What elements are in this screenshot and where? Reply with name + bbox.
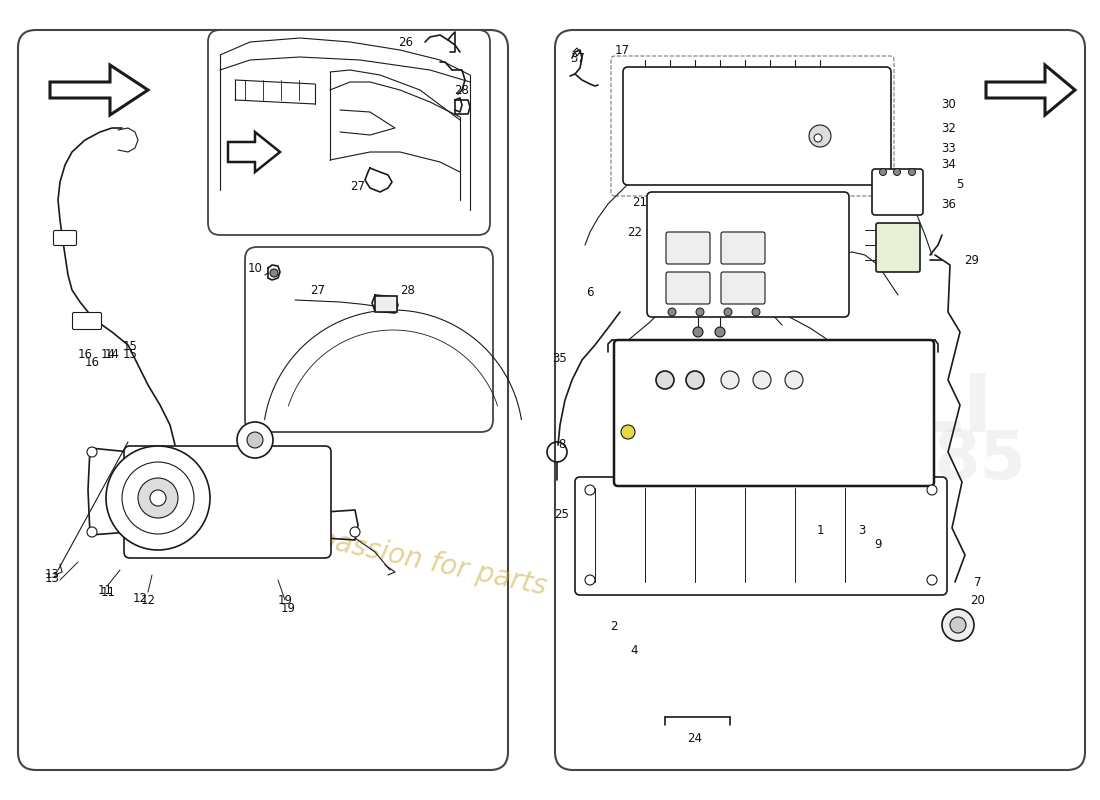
Text: 35: 35	[552, 351, 568, 365]
Text: 2: 2	[610, 621, 618, 634]
Circle shape	[893, 169, 901, 175]
FancyBboxPatch shape	[245, 247, 493, 432]
FancyBboxPatch shape	[208, 30, 490, 235]
Text: 19: 19	[277, 594, 293, 606]
Circle shape	[715, 327, 725, 337]
Circle shape	[668, 308, 676, 316]
Circle shape	[808, 125, 830, 147]
Text: 25: 25	[554, 509, 570, 522]
Text: 12: 12	[132, 591, 147, 605]
FancyBboxPatch shape	[647, 192, 849, 317]
Text: 30: 30	[942, 98, 956, 110]
Text: 8: 8	[559, 438, 565, 451]
FancyBboxPatch shape	[623, 67, 891, 185]
Text: 15: 15	[122, 349, 138, 362]
Circle shape	[696, 308, 704, 316]
Text: 32: 32	[942, 122, 956, 134]
Text: 7: 7	[975, 575, 981, 589]
Text: 28: 28	[400, 283, 416, 297]
Text: 9: 9	[874, 538, 882, 551]
Circle shape	[236, 422, 273, 458]
Text: 10: 10	[248, 262, 263, 274]
Text: 4: 4	[630, 643, 638, 657]
Text: 28: 28	[454, 83, 470, 97]
FancyBboxPatch shape	[666, 232, 710, 264]
Text: 27: 27	[351, 179, 365, 193]
Circle shape	[656, 371, 674, 389]
Text: 34: 34	[942, 158, 956, 171]
Polygon shape	[228, 132, 280, 172]
FancyBboxPatch shape	[73, 313, 101, 330]
FancyBboxPatch shape	[720, 272, 764, 304]
Text: 20: 20	[970, 594, 986, 606]
Text: 1: 1	[816, 523, 824, 537]
Text: 33: 33	[942, 142, 956, 154]
FancyBboxPatch shape	[614, 340, 934, 486]
Text: a passion for parts: a passion for parts	[290, 519, 550, 601]
FancyBboxPatch shape	[720, 232, 764, 264]
Circle shape	[927, 485, 937, 495]
Text: 5: 5	[956, 178, 964, 191]
Circle shape	[138, 478, 178, 518]
FancyBboxPatch shape	[556, 30, 1085, 770]
Circle shape	[87, 447, 97, 457]
Circle shape	[106, 446, 210, 550]
Circle shape	[724, 308, 732, 316]
Text: 13: 13	[45, 569, 59, 582]
FancyBboxPatch shape	[18, 30, 508, 770]
Text: 24: 24	[688, 731, 703, 745]
FancyBboxPatch shape	[54, 230, 77, 246]
Circle shape	[752, 308, 760, 316]
Circle shape	[942, 609, 974, 641]
Circle shape	[814, 134, 822, 142]
Text: 22: 22	[627, 226, 642, 238]
Text: 21: 21	[632, 195, 648, 209]
Text: 16: 16	[85, 355, 99, 369]
Text: 29: 29	[965, 254, 979, 266]
Text: 27: 27	[310, 283, 326, 297]
Text: 36: 36	[942, 198, 956, 211]
Text: 3: 3	[858, 523, 866, 537]
Circle shape	[880, 169, 887, 175]
Text: 13: 13	[45, 571, 59, 585]
Circle shape	[720, 371, 739, 389]
Text: 6: 6	[586, 286, 594, 298]
Bar	[375, 296, 397, 312]
Text: 12: 12	[141, 594, 155, 606]
Circle shape	[950, 617, 966, 633]
Circle shape	[248, 432, 263, 448]
Polygon shape	[50, 65, 148, 115]
Circle shape	[150, 490, 166, 506]
Circle shape	[927, 575, 937, 585]
Text: 11: 11	[100, 586, 116, 599]
Text: 37: 37	[571, 51, 585, 65]
Text: 14: 14	[100, 349, 116, 362]
Text: 85: 85	[934, 427, 1026, 493]
Polygon shape	[986, 65, 1075, 115]
FancyBboxPatch shape	[575, 477, 947, 595]
Circle shape	[785, 371, 803, 389]
Text: 17: 17	[615, 45, 629, 58]
Text: 16: 16	[77, 349, 92, 362]
Circle shape	[909, 169, 915, 175]
Text: GHIBLI: GHIBLI	[688, 371, 993, 449]
Circle shape	[270, 269, 278, 277]
Text: 19: 19	[280, 602, 296, 614]
Text: 15: 15	[122, 339, 138, 353]
FancyBboxPatch shape	[872, 169, 923, 215]
Circle shape	[621, 425, 635, 439]
Text: 26: 26	[398, 35, 414, 49]
FancyBboxPatch shape	[876, 223, 920, 272]
Circle shape	[585, 485, 595, 495]
Circle shape	[693, 327, 703, 337]
FancyBboxPatch shape	[666, 272, 710, 304]
Circle shape	[585, 575, 595, 585]
Circle shape	[754, 371, 771, 389]
Circle shape	[350, 527, 360, 537]
Circle shape	[87, 527, 97, 537]
Text: 11: 11	[98, 583, 112, 597]
Text: 14: 14	[104, 347, 120, 361]
Circle shape	[686, 371, 704, 389]
FancyBboxPatch shape	[124, 446, 331, 558]
